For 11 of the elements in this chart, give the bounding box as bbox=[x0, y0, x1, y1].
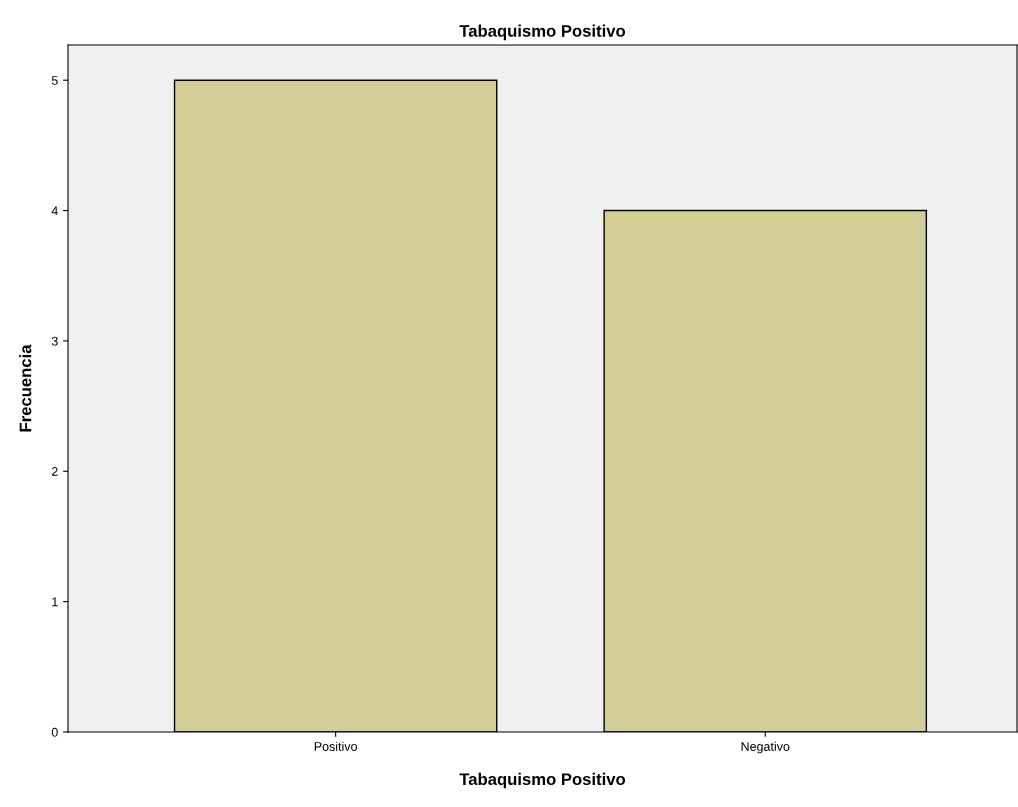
y-tick-label: 1 bbox=[52, 597, 58, 607]
x-axis-title: Tabaquismo Positivo bbox=[459, 772, 626, 789]
y-tick-label: 3 bbox=[51, 336, 58, 346]
y-tick-label: 0 bbox=[51, 727, 58, 737]
y-tick-label: 2 bbox=[51, 467, 58, 476]
y-axis-title: Frecuencia bbox=[19, 344, 32, 432]
y-tick-label: 4 bbox=[51, 206, 58, 216]
x-tick-label: Negativo bbox=[741, 741, 790, 754]
y-tick-label: 5 bbox=[51, 76, 58, 85]
x-tick-label: Positivo bbox=[314, 741, 357, 751]
chart-title: Tabaquismo Positivo bbox=[459, 24, 626, 41]
